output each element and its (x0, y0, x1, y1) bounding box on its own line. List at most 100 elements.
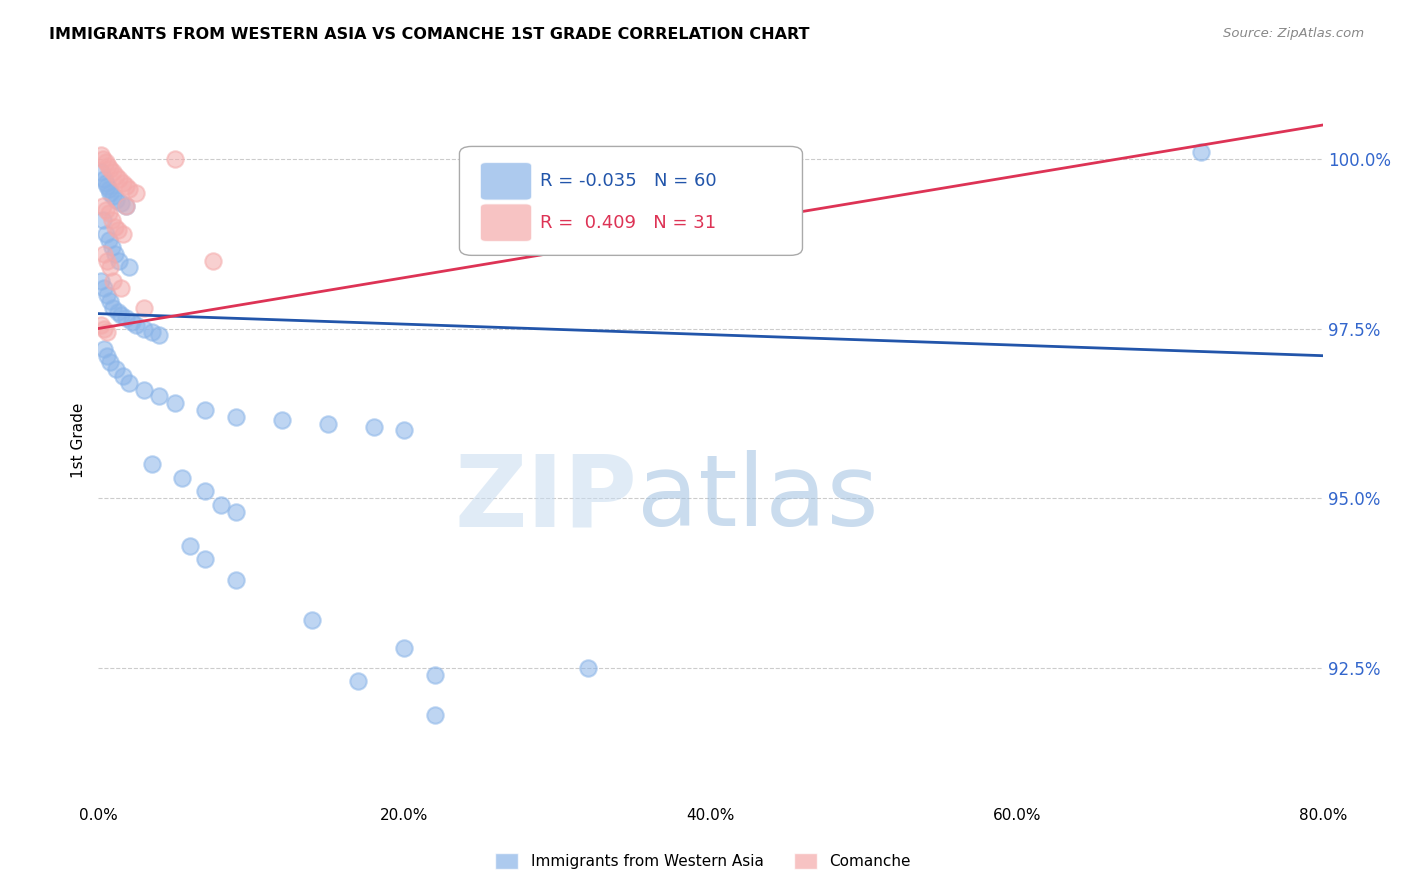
Point (209, 498, 232, 512)
Point (93, 342, 115, 356)
Point (96, 287, 118, 301)
Text: R =  0.409   N = 31: R = 0.409 N = 31 (540, 214, 717, 232)
Text: Source: ZipAtlas.com: Source: ZipAtlas.com (1223, 27, 1364, 40)
Point (94, 155, 117, 169)
Point (93, 321, 115, 335)
Point (110, 308, 132, 322)
Point (90, 148, 112, 162)
Point (97, 206, 120, 220)
Point (107, 304, 129, 318)
Point (103, 301, 125, 316)
Legend: Immigrants from Western Asia, Comanche: Immigrants from Western Asia, Comanche (489, 847, 917, 875)
Point (110, 196, 132, 211)
Point (103, 165, 125, 179)
Point (93, 152, 115, 166)
Point (111, 176, 134, 190)
Point (90, 165, 112, 179)
FancyBboxPatch shape (481, 162, 531, 200)
Point (91, 213, 114, 227)
Point (105, 362, 128, 376)
Point (394, 423, 416, 437)
Point (194, 484, 217, 499)
Point (179, 539, 201, 553)
Point (423, 667, 446, 681)
Point (98, 162, 121, 177)
Point (118, 260, 141, 275)
Point (194, 552, 217, 566)
Point (225, 573, 247, 587)
Point (103, 189, 125, 203)
Point (141, 325, 163, 339)
Point (423, 708, 446, 723)
Point (94, 176, 117, 190)
Point (101, 240, 124, 254)
Point (96, 325, 118, 339)
Point (394, 640, 416, 655)
Point (108, 172, 131, 186)
Point (104, 247, 127, 261)
Point (98, 186, 121, 200)
Point (225, 505, 247, 519)
Point (121, 315, 143, 329)
Point (91, 199, 114, 213)
Point (90, 274, 112, 288)
Point (96, 179, 118, 194)
Point (132, 321, 155, 335)
Point (96, 253, 118, 268)
Point (93, 247, 115, 261)
Point (110, 281, 132, 295)
Point (90, 318, 112, 333)
Point (105, 169, 128, 183)
Point (114, 199, 136, 213)
Point (94, 227, 117, 241)
Point (172, 471, 194, 485)
Point (114, 199, 136, 213)
Point (101, 213, 124, 227)
Text: R = -0.035   N = 60: R = -0.035 N = 60 (540, 172, 717, 190)
Point (148, 389, 170, 403)
Point (363, 420, 385, 434)
Point (107, 223, 129, 237)
Point (1189, 145, 1212, 160)
Point (111, 369, 134, 384)
Point (98, 294, 121, 309)
FancyBboxPatch shape (481, 203, 531, 242)
Point (201, 253, 224, 268)
Point (163, 396, 186, 410)
Point (94, 202, 117, 217)
Text: IMMIGRANTS FROM WESTERN ASIA VS COMANCHE 1ST GRADE CORRELATION CHART: IMMIGRANTS FROM WESTERN ASIA VS COMANCHE… (49, 27, 810, 42)
Point (97, 233, 120, 247)
Point (125, 186, 148, 200)
Point (105, 193, 128, 207)
Point (93, 281, 115, 295)
Point (97, 182, 120, 196)
Point (104, 219, 127, 234)
Point (132, 383, 155, 397)
Point (93, 172, 115, 186)
Point (97, 159, 120, 173)
Y-axis label: 1st Grade: 1st Grade (72, 403, 86, 478)
Point (98, 355, 121, 369)
Point (108, 253, 131, 268)
Text: atlas: atlas (637, 450, 879, 547)
Point (225, 409, 247, 424)
Point (270, 413, 292, 427)
Point (148, 328, 170, 343)
Text: ZIP: ZIP (454, 450, 637, 547)
Point (316, 417, 339, 431)
Point (301, 613, 323, 627)
Point (96, 349, 118, 363)
Point (163, 152, 186, 166)
Point (118, 376, 141, 390)
Point (347, 674, 370, 689)
Point (114, 311, 136, 326)
Point (576, 661, 599, 675)
Point (141, 457, 163, 471)
Point (118, 182, 141, 196)
Point (194, 403, 217, 417)
FancyBboxPatch shape (460, 146, 803, 255)
Point (125, 318, 148, 333)
Point (98, 260, 121, 275)
Point (111, 227, 134, 241)
Point (132, 301, 155, 316)
